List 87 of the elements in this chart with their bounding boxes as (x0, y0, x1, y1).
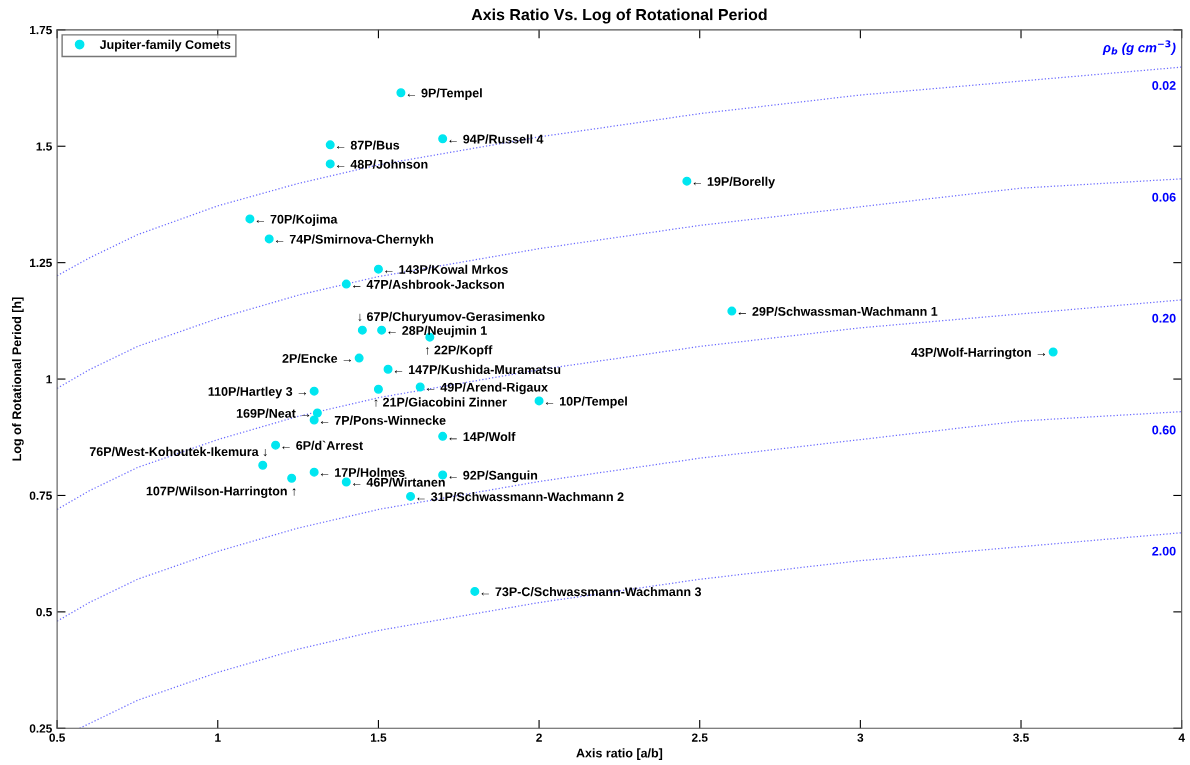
annotation: ↑ 21P/Giacobini Zinner (374, 397, 507, 407)
line-series (57, 66, 1182, 277)
point (271, 440, 281, 450)
annotation: ← 28P/Neujmin 1 (388, 325, 487, 338)
line-series (57, 299, 1182, 511)
point (312, 408, 322, 418)
point (357, 325, 367, 335)
point (245, 214, 255, 224)
point (534, 396, 544, 406)
point (309, 415, 319, 425)
annotation: 110P/Hartley 3 → (208, 386, 307, 399)
annotation: 2P/Encke → (282, 353, 352, 363)
x-tick-label: 3 (857, 733, 864, 742)
annotation: 169P/Neat → (236, 408, 310, 418)
point (354, 353, 364, 363)
point (258, 460, 268, 470)
point (309, 467, 319, 477)
annotation: ← 47P/Ashbrook-Jackson (353, 279, 504, 289)
x-tick-label: 1.5 (370, 733, 387, 742)
point (438, 134, 448, 144)
legend-label: Jupiter-family Comets (99, 39, 231, 52)
annotation: ← 48P/Johnson (336, 159, 428, 169)
y-tick-label: 0.5 (36, 607, 52, 617)
point (373, 264, 383, 274)
point (373, 384, 383, 394)
point (470, 586, 480, 596)
annotation: ← 9P/Tempel (407, 88, 482, 100)
annotation: ← 19P/Borelly (693, 176, 776, 189)
point (325, 159, 335, 169)
point (377, 325, 387, 335)
annotation: ← 49P/Arend-Rigaux (426, 382, 548, 395)
annotation: ← 14P/Wolf (449, 431, 516, 442)
y-tick-label: 0.75 (29, 491, 52, 500)
series-label: 0.06 (1152, 192, 1176, 202)
point (325, 140, 335, 150)
annotation: 43P/Wolf-Harrington → (911, 347, 1046, 360)
point (396, 88, 406, 98)
point (309, 386, 319, 396)
y-axis-title: Log of Rotational Period [h] (12, 297, 24, 461)
x-tick-label: 2.5 (691, 733, 708, 742)
point (1048, 347, 1058, 357)
annotation: ← 17P/Holmes (320, 467, 405, 478)
series-label: 0.60 (1152, 425, 1176, 435)
annotation: ← 6P/d`Arrest (282, 440, 363, 451)
y-tick-label: 1.5 (36, 142, 52, 151)
point (406, 491, 416, 501)
annotation: ← 143P/Kowal Mrkos (385, 264, 508, 275)
annotation: ← 31P/Schwassmann-Wachmann 2 (417, 491, 624, 502)
annotation: ← 147P/Kushida-Muramatsu (394, 364, 561, 375)
series-label: 0.02 (1152, 81, 1176, 90)
annotation: ← 73P-C/Schwassmann-Wachmann 3 (481, 586, 702, 597)
annotation: ← 29P/Schwassman-Wachmann 1 (738, 306, 938, 316)
point (287, 473, 297, 483)
point (383, 364, 393, 374)
annotation: 76P/West-Kohoutek-Ikemura ↓ (89, 446, 267, 457)
annotation: ← 46P/Wirtanen (353, 477, 445, 487)
series-label: 2.00 (1152, 546, 1176, 556)
series-label: 0.20 (1152, 313, 1176, 323)
point (438, 431, 448, 441)
x-tick-label: 2 (536, 733, 542, 742)
y-tick-label: 1 (46, 375, 52, 384)
y-tick-label: 1.25 (30, 258, 52, 268)
annotation: ↑ 22P/Kopff (425, 345, 493, 357)
point (727, 306, 737, 316)
point (682, 176, 692, 186)
x-tick-label: 3.5 (1013, 733, 1029, 742)
chart-title: Axis Ratio Vs. Log of Rotational Period (471, 8, 767, 24)
annotation: ← 74P/Smirnova-Chernykh (275, 234, 434, 247)
annotation: ← 87P/Bus (336, 140, 400, 150)
annotation: ρ$_{b}$ (g cm$^{−3}$) (1102, 40, 1176, 55)
x-tick-label: 0.5 (49, 733, 65, 742)
point (264, 234, 274, 244)
annotation: 107P/Wilson-Harrington ↑ (146, 486, 296, 498)
point (341, 279, 351, 289)
point (415, 382, 425, 392)
annotation: ← 70P/Kojima (256, 214, 338, 227)
annotation: ← 10P/Tempel (545, 396, 627, 409)
y-tick-label: 1.75 (30, 25, 52, 35)
x-axis-title: Axis ratio [a/b] (576, 748, 663, 760)
x-tick-label: 1 (215, 733, 221, 742)
x-tick-label: 4 (1178, 733, 1185, 742)
annotation: ← 92P/Sanguin (449, 470, 538, 483)
y-tick-label: 0.25 (29, 724, 52, 733)
annotation: ↓ 67P/Churyumov-Gerasimenko (358, 311, 545, 324)
annotation: ← 7P/Pons-Winnecke (320, 415, 446, 425)
annotation: ← 94P/Russell 4 (449, 134, 544, 144)
point (341, 477, 351, 487)
